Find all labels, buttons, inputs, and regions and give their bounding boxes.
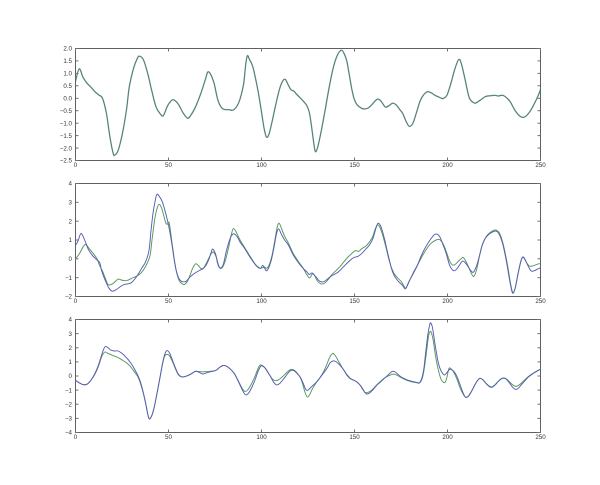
svg-text:150: 150 bbox=[349, 434, 360, 441]
svg-text:3: 3 bbox=[69, 200, 73, 207]
svg-text:100: 100 bbox=[256, 162, 267, 169]
svg-text:−2: −2 bbox=[65, 401, 73, 408]
svg-text:100: 100 bbox=[256, 434, 267, 441]
svg-text:2: 2 bbox=[69, 345, 73, 352]
svg-text:0: 0 bbox=[69, 256, 73, 263]
svg-text:−1.0: −1.0 bbox=[60, 120, 73, 127]
svg-text:1: 1 bbox=[69, 359, 73, 366]
svg-text:200: 200 bbox=[442, 162, 453, 169]
svg-text:−1: −1 bbox=[65, 275, 73, 282]
svg-text:150: 150 bbox=[349, 162, 360, 169]
svg-text:0: 0 bbox=[69, 373, 73, 380]
svg-text:150: 150 bbox=[349, 298, 360, 305]
svg-text:0: 0 bbox=[74, 298, 78, 305]
svg-text:4: 4 bbox=[69, 181, 73, 188]
svg-text:4: 4 bbox=[69, 317, 73, 324]
svg-text:0.5: 0.5 bbox=[63, 83, 72, 90]
svg-text:−4: −4 bbox=[65, 430, 73, 437]
svg-text:200: 200 bbox=[442, 434, 453, 441]
svg-text:250: 250 bbox=[535, 434, 546, 441]
svg-text:−1.5: −1.5 bbox=[60, 133, 73, 140]
svg-text:100: 100 bbox=[256, 298, 267, 305]
svg-text:0: 0 bbox=[74, 162, 78, 169]
svg-text:50: 50 bbox=[165, 298, 172, 305]
svg-text:50: 50 bbox=[165, 162, 172, 169]
svg-text:0: 0 bbox=[74, 434, 78, 441]
svg-text:−2: −2 bbox=[65, 294, 73, 301]
svg-text:−3: −3 bbox=[65, 416, 73, 423]
svg-text:250: 250 bbox=[535, 298, 546, 305]
svg-text:−2.5: −2.5 bbox=[60, 158, 73, 165]
svg-text:1.5: 1.5 bbox=[63, 58, 72, 65]
svg-text:−2.0: −2.0 bbox=[60, 145, 73, 152]
svg-text:250: 250 bbox=[535, 162, 546, 169]
svg-text:1: 1 bbox=[69, 237, 73, 244]
svg-text:−0.5: −0.5 bbox=[60, 108, 73, 115]
svg-text:2.0: 2.0 bbox=[63, 46, 72, 53]
svg-text:2: 2 bbox=[69, 218, 73, 225]
svg-text:3: 3 bbox=[69, 331, 73, 338]
svg-text:0.0: 0.0 bbox=[63, 96, 72, 103]
svg-text:200: 200 bbox=[442, 298, 453, 305]
svg-text:50: 50 bbox=[165, 434, 172, 441]
svg-text:1.0: 1.0 bbox=[63, 71, 72, 78]
svg-text:−1: −1 bbox=[65, 387, 73, 394]
